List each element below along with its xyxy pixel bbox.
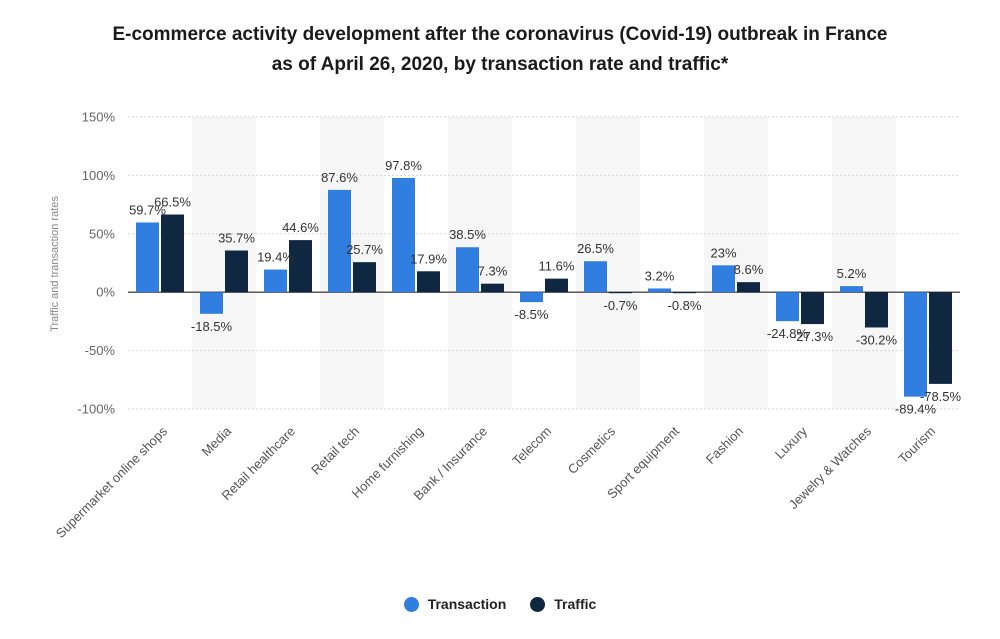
bar-transaction: [776, 292, 799, 322]
category-band: [832, 117, 896, 409]
data-label-transaction: 26.5%: [577, 241, 614, 256]
data-label-transaction: -89.4%: [895, 402, 937, 417]
data-label-traffic: -78.5%: [920, 389, 962, 404]
bar-traffic: [609, 292, 632, 294]
x-tick-label: Luxury: [772, 423, 811, 462]
data-label-traffic: -0.7%: [604, 298, 638, 313]
bar-transaction: [840, 286, 863, 293]
data-label-transaction: 23%: [710, 245, 736, 260]
bar-transaction: [904, 292, 927, 397]
bar-traffic: [865, 292, 888, 328]
data-label-transaction: -18.5%: [191, 319, 233, 334]
legend: Transaction Traffic: [0, 596, 1000, 612]
legend-item-transaction[interactable]: Transaction: [403, 596, 507, 612]
data-label-transaction: 97.8%: [385, 158, 422, 173]
legend-swatch-traffic: [530, 596, 546, 612]
x-tick-label: Cosmetics: [565, 423, 619, 477]
bar-traffic: [161, 214, 184, 293]
bar-traffic: [417, 271, 440, 293]
data-label-transaction: -24.8%: [767, 326, 809, 341]
bar-transaction: [584, 261, 607, 293]
data-label-traffic: -0.8%: [668, 298, 702, 313]
bar-traffic: [225, 250, 248, 293]
bar-traffic: [353, 262, 376, 293]
data-label-traffic: -27.3%: [792, 329, 834, 344]
category-band: [704, 117, 768, 409]
bar-transaction: [264, 269, 287, 293]
x-tick-label: Retail tech: [308, 424, 362, 478]
bar-traffic: [545, 278, 568, 293]
data-label-transaction: 19.4%: [257, 250, 294, 265]
bar-transaction: [136, 222, 159, 293]
data-label-traffic: 11.6%: [539, 259, 575, 274]
data-label-traffic: 7.3%: [478, 264, 508, 279]
bar-transaction: [520, 292, 543, 303]
x-tick-label: Media: [198, 423, 234, 459]
y-tick-label: 50%: [89, 226, 115, 241]
data-label-traffic: 35.7%: [218, 231, 255, 246]
bar-traffic: [801, 292, 824, 325]
y-tick-label: 100%: [82, 168, 116, 183]
bar-transaction: [456, 247, 479, 293]
bar-traffic: [289, 240, 312, 293]
bar-transaction: [648, 288, 671, 293]
data-label-transaction: 5.2%: [837, 266, 867, 281]
data-label-transaction: 3.2%: [645, 268, 675, 283]
data-label-traffic: 8.6%: [734, 262, 764, 277]
bar-transaction: [200, 292, 223, 314]
data-label-transaction: 38.5%: [449, 227, 486, 242]
legend-label-transaction: Transaction: [427, 596, 507, 612]
data-label-traffic: 66.5%: [154, 195, 191, 210]
y-tick-label: 0%: [96, 285, 115, 300]
bar-traffic: [673, 292, 696, 294]
y-axis-label: Traffic and transaction rates: [49, 196, 61, 332]
legend-label-traffic: Traffic: [554, 596, 597, 612]
bar-traffic: [481, 283, 504, 293]
data-label-traffic: 44.6%: [282, 220, 319, 235]
x-tick-label: Tourism: [895, 424, 938, 467]
y-tick-label: -100%: [77, 402, 115, 417]
legend-swatch-transaction: [403, 596, 419, 612]
data-label-traffic: 17.9%: [410, 251, 447, 266]
bar-transaction: [392, 177, 415, 293]
x-tick-label: Supermarket online shops: [53, 423, 171, 541]
legend-item-traffic[interactable]: Traffic: [530, 596, 596, 612]
x-tick-label: Fashion: [703, 424, 746, 467]
bar-transaction: [712, 265, 735, 293]
x-tick-label: Telecom: [509, 424, 554, 469]
bar-traffic: [737, 282, 760, 293]
bar-transaction: [328, 189, 351, 293]
y-tick-label: -50%: [85, 343, 116, 358]
data-label-transaction: 59.7%: [129, 202, 166, 217]
data-label-traffic: 25.7%: [346, 242, 383, 257]
data-label-traffic: -30.2%: [856, 332, 898, 347]
data-label-transaction: 87.6%: [321, 170, 358, 185]
chart-subtitle: as of April 26, 2020, by transaction rat…: [271, 54, 729, 75]
data-label-transaction: -8.5%: [515, 307, 549, 322]
chart-title: E-commerce activity development after th…: [112, 24, 888, 45]
bar-traffic: [929, 292, 952, 384]
y-tick-label: 150%: [82, 110, 116, 125]
